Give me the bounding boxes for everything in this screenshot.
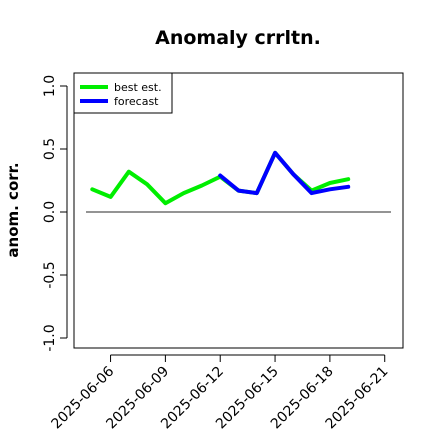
y-tick-label: -1.0 [42, 324, 58, 351]
legend-label: forecast [114, 95, 159, 108]
y-tick-label: 1.0 [42, 75, 58, 97]
y-tick-label: 0.0 [42, 201, 58, 223]
legend: best est.forecast [73, 72, 173, 114]
y-axis: -1.0 -0.5 0.0 0.5 1.0 [42, 75, 68, 352]
y-tick-label: -0.5 [42, 261, 58, 288]
chart-title: Anomaly crrltn. [155, 27, 321, 49]
x-axis: 2025-06-062025-06-092025-06-122025-06-15… [49, 354, 392, 432]
series-layer [90, 150, 351, 206]
series-line [218, 150, 351, 196]
legend-label: best est. [114, 81, 162, 94]
plot-area [73, 72, 404, 349]
y-tick-label: 0.5 [42, 138, 58, 160]
legend-box [73, 72, 173, 114]
y-axis-label: anom. corr. [4, 162, 22, 257]
